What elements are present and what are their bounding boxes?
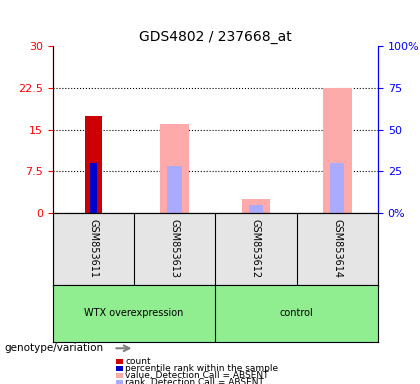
Bar [323, 88, 352, 213]
Text: rank, Detection Call = ABSENT: rank, Detection Call = ABSENT [125, 378, 264, 384]
Text: GSM853613: GSM853613 [170, 219, 180, 278]
Text: WTX overexpression: WTX overexpression [84, 308, 184, 318]
Bar [168, 166, 182, 213]
Bar [215, 213, 297, 285]
Text: GSM853612: GSM853612 [251, 219, 261, 278]
Bar [297, 213, 378, 285]
Bar [89, 163, 97, 213]
Bar [330, 163, 344, 213]
Bar [52, 213, 134, 285]
Bar [85, 116, 102, 213]
Bar [249, 205, 263, 213]
Bar [160, 124, 189, 213]
Text: GSM853614: GSM853614 [332, 219, 342, 278]
Title: GDS4802 / 237668_at: GDS4802 / 237668_at [139, 30, 291, 44]
Text: value, Detection Call = ABSENT: value, Detection Call = ABSENT [125, 371, 269, 380]
Bar [134, 213, 215, 285]
Text: percentile rank within the sample: percentile rank within the sample [125, 364, 278, 373]
Bar [215, 285, 378, 342]
Text: GSM853611: GSM853611 [88, 219, 98, 278]
Text: control: control [280, 308, 313, 318]
Bar [241, 199, 270, 213]
Text: count: count [125, 358, 151, 366]
Text: genotype/variation: genotype/variation [4, 343, 103, 353]
Bar [52, 285, 215, 342]
